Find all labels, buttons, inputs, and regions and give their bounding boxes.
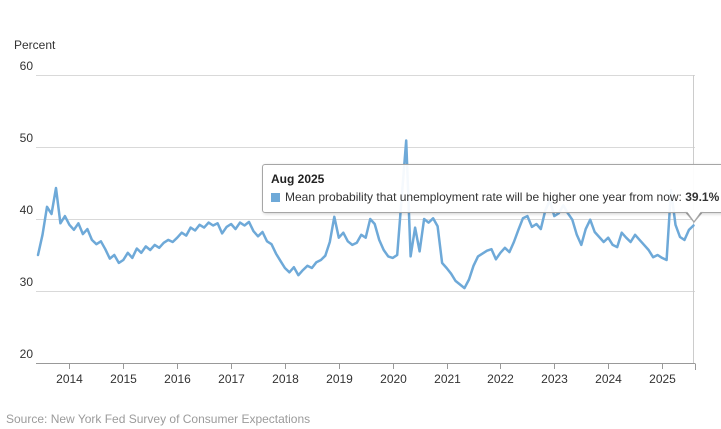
x-axis-label-2025: 2025	[649, 372, 676, 386]
tooltip-row: Mean probability that unemployment rate …	[271, 190, 719, 205]
source-note: Source: New York Fed Survey of Consumer …	[6, 412, 311, 426]
tooltip-pointer	[686, 210, 702, 221]
y-axis-label-20: 20	[20, 347, 34, 361]
x-axis-label-2024: 2024	[595, 372, 622, 386]
tooltip-series-label: Mean probability that unemployment rate …	[285, 190, 679, 204]
tooltip-title: Aug 2025	[271, 172, 325, 186]
tooltip-separator: :	[678, 190, 686, 204]
y-axis-label-30: 30	[20, 275, 34, 289]
x-axis-label-2019: 2019	[326, 372, 353, 386]
tooltip: Aug 2025 Mean probability that unemploym…	[262, 164, 721, 213]
x-axis-label-2017: 2017	[218, 372, 245, 386]
y-axis-label-40: 40	[20, 203, 34, 217]
x-axis-label-2014: 2014	[56, 372, 83, 386]
x-axis-label-2018: 2018	[272, 372, 299, 386]
series-marker-icon	[271, 193, 280, 202]
x-axis-label-2015: 2015	[110, 372, 137, 386]
series-line[interactable]	[36, 139, 695, 290]
x-axis-label-2022: 2022	[487, 372, 514, 386]
x-axis-label-2020: 2020	[380, 372, 407, 386]
x-axis-label-2016: 2016	[164, 372, 191, 386]
x-axis-label-2023: 2023	[541, 372, 568, 386]
x-axis-label-2021: 2021	[434, 372, 461, 386]
y-axis-label-50: 50	[20, 131, 34, 145]
y-axis-title: Percent	[14, 38, 56, 52]
tooltip-value: 39.1%	[685, 190, 720, 204]
y-axis-label-60: 60	[20, 59, 34, 73]
